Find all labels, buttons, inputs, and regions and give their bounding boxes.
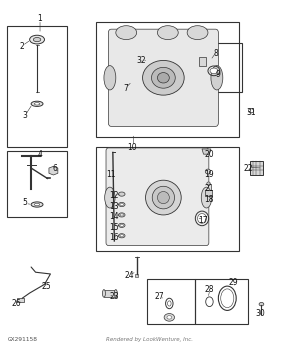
Ellipse shape: [120, 203, 124, 205]
Ellipse shape: [120, 214, 124, 216]
Text: 10: 10: [128, 143, 137, 152]
Text: 28: 28: [205, 285, 214, 294]
Text: 8: 8: [213, 49, 218, 58]
Bar: [7, 26, 67, 147]
Text: 31: 31: [246, 108, 256, 117]
Ellipse shape: [30, 35, 44, 44]
Text: 11: 11: [106, 170, 116, 180]
Text: 22: 22: [243, 163, 253, 173]
Ellipse shape: [142, 61, 184, 95]
Text: 24: 24: [124, 271, 134, 280]
Text: 7: 7: [124, 84, 129, 93]
Text: 5: 5: [23, 198, 28, 207]
Text: 9: 9: [216, 70, 221, 79]
Ellipse shape: [210, 68, 218, 74]
Bar: [192, 43, 242, 92]
Text: 23: 23: [110, 292, 119, 301]
Text: 3: 3: [23, 111, 28, 120]
Bar: [104, 289, 116, 297]
Ellipse shape: [207, 182, 210, 186]
Ellipse shape: [118, 234, 125, 238]
Ellipse shape: [164, 314, 175, 321]
Text: 17: 17: [199, 216, 208, 225]
Bar: [17, 298, 24, 302]
Text: 16: 16: [110, 233, 119, 242]
Ellipse shape: [158, 191, 169, 204]
Ellipse shape: [116, 26, 136, 40]
Ellipse shape: [34, 103, 40, 105]
FancyBboxPatch shape: [108, 29, 218, 126]
Text: 18: 18: [205, 195, 214, 204]
Ellipse shape: [105, 187, 115, 208]
Ellipse shape: [158, 26, 178, 40]
Ellipse shape: [198, 214, 206, 223]
Bar: [97, 147, 239, 251]
Text: 21: 21: [205, 184, 214, 194]
Text: 6: 6: [52, 163, 57, 173]
Ellipse shape: [187, 26, 208, 40]
Ellipse shape: [211, 66, 223, 90]
Ellipse shape: [205, 169, 211, 174]
Polygon shape: [49, 166, 58, 175]
Ellipse shape: [118, 213, 125, 217]
Ellipse shape: [114, 289, 117, 297]
Ellipse shape: [31, 101, 43, 106]
Ellipse shape: [104, 66, 116, 90]
Text: 1: 1: [38, 14, 42, 23]
Text: 13: 13: [110, 202, 119, 211]
Ellipse shape: [31, 202, 43, 207]
Ellipse shape: [201, 187, 212, 208]
Text: 30: 30: [255, 309, 265, 318]
Text: 2: 2: [20, 42, 25, 51]
Ellipse shape: [120, 224, 124, 226]
Ellipse shape: [118, 202, 125, 206]
Ellipse shape: [118, 192, 125, 196]
Ellipse shape: [167, 316, 172, 319]
Text: 15: 15: [110, 223, 119, 232]
Ellipse shape: [34, 203, 40, 206]
Text: 27: 27: [154, 292, 164, 301]
Bar: [7, 151, 67, 217]
Bar: [250, 161, 263, 175]
Text: 25: 25: [41, 282, 51, 290]
Polygon shape: [202, 149, 211, 154]
Ellipse shape: [152, 186, 175, 209]
Ellipse shape: [120, 235, 124, 237]
Text: 12: 12: [110, 191, 119, 200]
Text: 29: 29: [228, 278, 238, 287]
Ellipse shape: [33, 37, 41, 42]
Text: 20: 20: [205, 150, 214, 159]
Text: 14: 14: [110, 212, 119, 221]
Ellipse shape: [102, 289, 105, 297]
Ellipse shape: [158, 72, 169, 83]
Text: 32: 32: [136, 56, 146, 65]
Bar: [195, 279, 248, 324]
Ellipse shape: [259, 302, 264, 306]
Bar: [97, 22, 239, 137]
Bar: [147, 279, 195, 324]
Bar: [199, 57, 206, 66]
Ellipse shape: [146, 180, 181, 215]
Ellipse shape: [118, 223, 125, 228]
Ellipse shape: [167, 301, 171, 306]
Text: 26: 26: [11, 299, 21, 308]
Text: 19: 19: [205, 170, 214, 180]
Ellipse shape: [221, 289, 234, 308]
Text: Rendered by LookWenture, Inc.: Rendered by LookWenture, Inc.: [106, 337, 194, 342]
Bar: [205, 190, 211, 196]
Text: 4: 4: [38, 150, 43, 159]
Text: GX291158: GX291158: [7, 337, 37, 342]
FancyBboxPatch shape: [106, 148, 209, 245]
Ellipse shape: [152, 67, 175, 88]
Bar: [135, 274, 138, 277]
